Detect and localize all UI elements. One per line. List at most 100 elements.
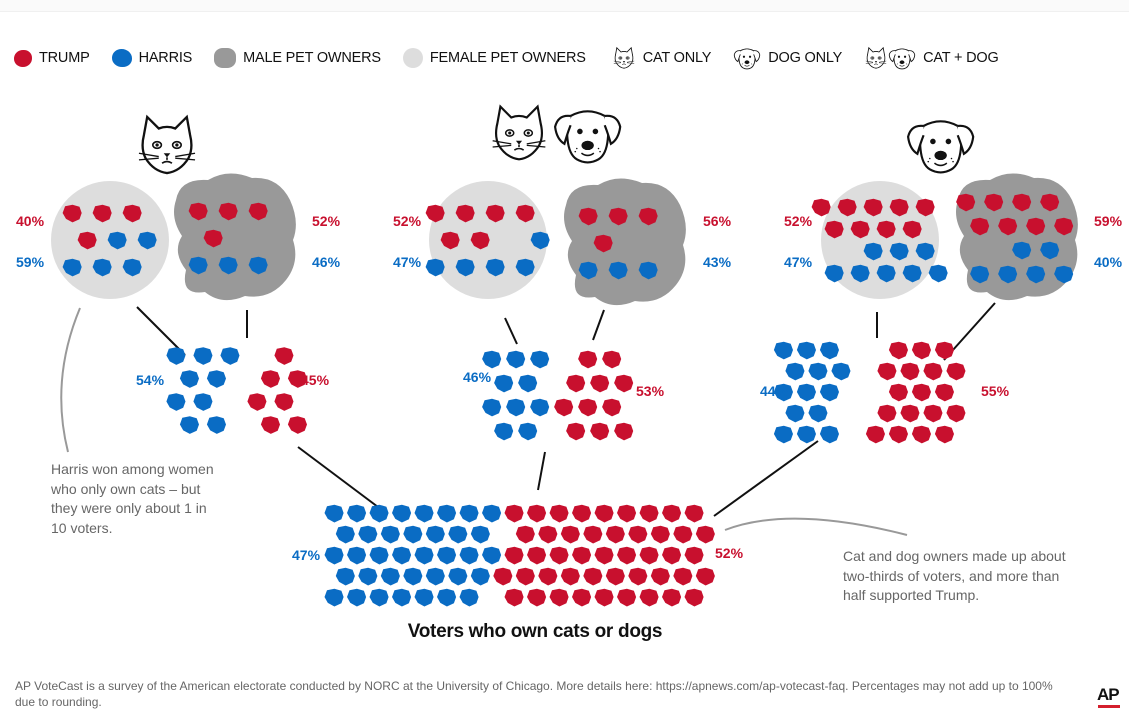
trump-dot: [695, 567, 715, 586]
harris-dot: [347, 546, 367, 565]
ap-logo-underline: [1098, 705, 1120, 708]
trump-dot: [888, 383, 908, 402]
trump-dot: [902, 220, 922, 239]
g0-male-harris-pct: 46%: [312, 254, 341, 270]
harris-dot: [482, 398, 502, 417]
g0-comb-harris-pct: 54%: [136, 372, 165, 388]
trump-dot: [608, 207, 628, 226]
total-trump-pct: 52%: [715, 545, 744, 561]
trump-dot: [578, 350, 598, 369]
harris-dot: [414, 546, 434, 565]
trump-dot: [260, 370, 280, 388]
harris-dot: [425, 258, 445, 277]
trump-dot: [617, 504, 637, 523]
legend-item-harris: HARRIS: [111, 49, 192, 67]
trump-dot: [934, 425, 954, 444]
male-blob: [956, 173, 1078, 301]
trump-dot: [274, 347, 294, 365]
trump-dot: [566, 374, 586, 393]
harris-dot: [1040, 241, 1060, 260]
trump-dot: [274, 393, 294, 411]
legend-item-female: FEMALE PET OWNERS: [402, 48, 586, 68]
female-circle: [821, 181, 939, 299]
harris-dot: [482, 504, 502, 523]
harris-dot: [482, 546, 502, 565]
g0-male-trump-pct: 52%: [312, 213, 341, 229]
trump-dot: [583, 525, 603, 544]
trump-dot: [811, 198, 831, 217]
dog-icon: [907, 120, 975, 174]
trump-dot: [970, 217, 990, 236]
harris-dot: [889, 242, 909, 261]
legend-label: FEMALE PET OWNERS: [429, 50, 586, 66]
g1-female-harris-pct: 47%: [393, 254, 422, 270]
trump-dot: [566, 422, 586, 441]
trump-dot: [578, 398, 598, 417]
trump-dot: [998, 217, 1018, 236]
harris-dot: [530, 350, 550, 369]
trump-dot: [911, 383, 931, 402]
trump-dot: [876, 220, 896, 239]
harris-dot: [248, 256, 268, 275]
trump-dot: [554, 398, 574, 417]
trump-dot: [673, 525, 693, 544]
cat-icon: [491, 105, 547, 161]
trump-dot: [911, 425, 931, 444]
cat-icon: [137, 115, 197, 175]
harris-dot: [335, 567, 355, 586]
harris-dot: [970, 265, 990, 284]
harris-dot: [796, 425, 816, 444]
harris-dot: [518, 374, 538, 393]
trump-dot: [594, 588, 614, 607]
trump-dot: [662, 546, 682, 565]
trump-dot: [247, 393, 267, 411]
male-blob: [174, 173, 296, 301]
trump-dot: [504, 504, 524, 523]
trump-dot: [515, 525, 535, 544]
harris-dot: [188, 256, 208, 275]
harris-dot: [638, 261, 658, 280]
trump-dot: [911, 341, 931, 360]
harris-dot: [380, 567, 400, 586]
trump-dot: [260, 416, 280, 434]
trump-dot: [662, 588, 682, 607]
harris-dot: [425, 525, 445, 544]
trump-dot: [850, 220, 870, 239]
trump-dot: [527, 504, 547, 523]
trump-dot: [590, 422, 610, 441]
harris-dot: [796, 383, 816, 402]
g0-female-harris-pct: 59%: [16, 254, 45, 270]
harris-dot: [448, 525, 468, 544]
trump-dot: [590, 374, 610, 393]
trump-dot: [455, 204, 475, 223]
footer-note: AP VoteCast is a survey of the American …: [15, 679, 1053, 709]
trump-dot: [470, 231, 490, 250]
legend-label: TRUMP: [39, 50, 90, 66]
trump-dot: [614, 422, 634, 441]
male-blob-icon: [214, 48, 237, 68]
legend-item-male: MALE PET OWNERS: [214, 48, 381, 68]
harris-dot: [863, 242, 883, 261]
trump-dot: [639, 588, 659, 607]
harris-dot: [193, 347, 213, 365]
g1-male-trump-pct: 56%: [703, 213, 732, 229]
male-blob: [564, 178, 686, 306]
g2-comb-harris-pct: 44%: [760, 383, 789, 399]
harris-dot: [850, 264, 870, 283]
total-harris-pct: 47%: [292, 547, 321, 563]
trump-dot: [934, 341, 954, 360]
harris-dot: [218, 256, 238, 275]
g2-female-trump-pct: 52%: [784, 213, 813, 229]
harris-dot: [403, 525, 423, 544]
trump-dot: [865, 425, 885, 444]
trump-dot-icon: [14, 49, 32, 67]
trump-dot: [425, 204, 445, 223]
harris-dot: [530, 398, 550, 417]
trump-dot: [527, 588, 547, 607]
legend-label: CAT + DOG: [923, 50, 999, 66]
harris-dot: [902, 264, 922, 283]
trump-dot: [888, 341, 908, 360]
harris-dot: [819, 341, 839, 360]
trump-dot: [504, 546, 524, 565]
trump-dot: [824, 220, 844, 239]
